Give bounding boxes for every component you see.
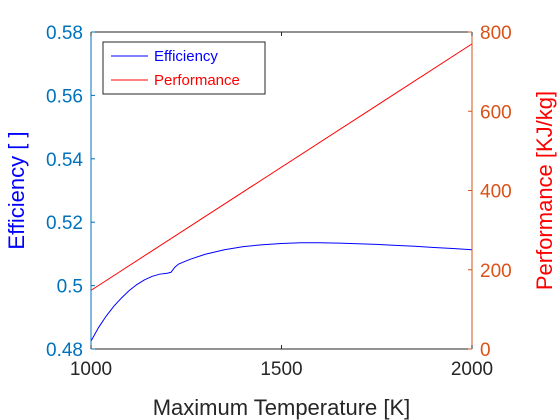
x-tick-label: 1000 [70, 359, 112, 380]
y-right-tick-label: 0 [480, 340, 491, 361]
y-left-tick-label: 0.48 [46, 340, 83, 361]
series-line-performance [90, 43, 473, 291]
y-right-tick-label: 200 [480, 261, 512, 282]
legend: Efficiency Performance [102, 41, 266, 95]
axes-layer [90, 31, 473, 350]
x-tick-label: 2000 [451, 359, 493, 380]
y-left-tick-label: 0.52 [46, 213, 83, 234]
y-left-tick-label: 0.58 [46, 23, 83, 44]
y-left-tick-label: 0.56 [46, 86, 83, 107]
tick-labels: 1000 1500 2000 0.48 0.5 0.52 0.54 0.56 0.58 0 200 4… [46, 23, 512, 380]
legend-box [102, 41, 266, 95]
y-axis-right-label: Performance [KJ/kg] [532, 91, 557, 290]
y-axis-left-label: Efficiency [ ] [4, 131, 29, 249]
y-left-tick-label: 0.54 [46, 150, 83, 171]
y-right-tick-label: 800 [480, 23, 512, 44]
x-tick-label: 1500 [260, 359, 302, 380]
y-left-tick-label: 0.5 [57, 277, 83, 298]
y-right-tick-label: 600 [480, 102, 512, 123]
y-right-tick-label: 400 [480, 182, 512, 203]
legend-label-performance: Performance [154, 72, 240, 89]
series-layer [90, 43, 473, 342]
series-line-efficiency [90, 242, 473, 342]
legend-label-efficiency: Efficiency [154, 48, 218, 65]
x-axis-label: Maximum Temperature [K] [153, 395, 411, 420]
